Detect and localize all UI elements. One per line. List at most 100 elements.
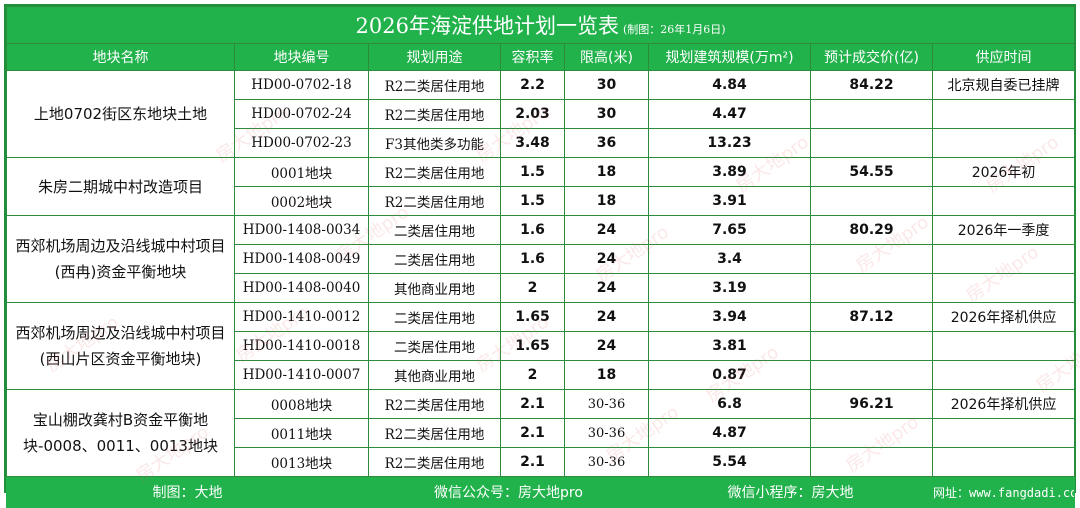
planned-use-cell: R2二类居住用地 [368, 418, 501, 448]
plot-code-cell: HD00-1408-0034 [234, 215, 369, 245]
far-cell: 2.1 [500, 389, 565, 419]
table-row: HD00-0702-23 F3其他类多功能 3.48 36 13.23 [7, 128, 1076, 158]
supply-time-cell: 2026年一季度 [931, 215, 1076, 245]
plot-name-cell: 宝山棚改龚村B资金平衡地块-0008、0011、0013地块 [6, 389, 235, 477]
expected-price-cell-empty [810, 244, 933, 274]
expected-price-cell-empty [810, 128, 933, 158]
plot-code-cell: HD00-0702-18 [234, 70, 369, 100]
far-cell: 2.1 [500, 418, 565, 448]
table-row: HD00-0702-24 R2二类居住用地 2.03 30 4.47 [7, 99, 1076, 129]
header-supply-time: 供应时间 [931, 43, 1076, 71]
building-scale-cell: 3.94 [648, 302, 811, 332]
far-cell: 1.5 [500, 157, 565, 187]
height-limit-cell: 30-36 [564, 389, 649, 419]
building-scale-cell: 3.19 [648, 273, 811, 303]
building-scale-cell: 3.91 [648, 186, 811, 216]
expected-price-cell: 87.12 [810, 302, 933, 332]
table-body: 上地0702街区东地块土地 HD00-0702-18 R2二类居住用地 2.2 30 4.… [6, 70, 1076, 477]
height-limit-cell: 30 [564, 99, 649, 129]
title-main: 2026年海淀供地计划一览表 [355, 14, 619, 38]
table-row: 西郊机场周边及沿线城中村项目(西山片区资金平衡地块) HD00-1410-0012… [6, 302, 1076, 390]
table-row: 朱房二期城中村改造项目 0001地块 R2二类居住用地 1.5 18 3.89 54.55 2… [6, 157, 1076, 216]
plot-code-cell: 0008地块 [234, 389, 369, 419]
table-row: 宝山棚改龚村B资金平衡地块-0008、0011、0013地块 0008地块 R2二类… [6, 389, 1076, 477]
supply-time-cell [931, 99, 1076, 129]
expected-price-cell: 80.29 [810, 215, 933, 245]
plot-name-cell: 上地0702街区东地块土地 [6, 70, 235, 158]
land-supply-table-frame: 2026年海淀供地计划一览表 (制图：26年1月6日) 地块名称 地块编号 规划用… [4, 4, 1076, 508]
planned-use-cell: R2二类居住用地 [368, 389, 501, 419]
plot-code-cell: HD00-0702-23 [234, 128, 369, 158]
plot-name-cell: 朱房二期城中村改造项目 [6, 157, 235, 216]
far-cell: 1.6 [500, 215, 565, 245]
expected-price-cell-empty [810, 186, 933, 216]
planned-use-cell: R2二类居住用地 [368, 99, 501, 129]
planned-use-cell: R2二类居住用地 [368, 157, 501, 187]
building-scale-cell: 4.47 [648, 99, 811, 129]
table-row: 上地0702街区东地块土地 HD00-0702-18 R2二类居住用地 2.2 30 4.… [6, 70, 1076, 158]
footer-row: 制图：大地 微信公众号：房大地pro 微信小程序：房大地 网址：www.fang… [6, 476, 1076, 508]
plot-code-cell: HD00-1410-0012 [234, 302, 369, 332]
far-cell: 2.2 [500, 70, 565, 100]
far-cell: 2.03 [500, 99, 565, 129]
supply-time-cell [931, 447, 1076, 477]
height-limit-cell: 18 [564, 186, 649, 216]
plot-code-cell: HD00-1408-0040 [234, 273, 369, 303]
planned-use-cell: 二类居住用地 [368, 244, 501, 274]
plot-name-cell: 西郊机场周边及沿线城中村项目(西冉)资金平衡地块 [6, 215, 235, 303]
height-limit-cell: 36 [564, 128, 649, 158]
far-cell: 2 [500, 360, 565, 390]
plot-code-cell: 0001地块 [234, 157, 369, 187]
far-cell: 1.6 [500, 244, 565, 274]
plot-code-cell: 0011地块 [234, 418, 369, 448]
plot-code-cell: HD00-1410-0018 [234, 331, 369, 361]
planned-use-cell: 二类居住用地 [368, 331, 501, 361]
height-limit-cell: 18 [564, 360, 649, 390]
header-building-scale: 规划建筑规模(万m²) [648, 43, 811, 71]
supply-time-cell [931, 186, 1076, 216]
height-limit-cell: 24 [564, 331, 649, 361]
supply-time-cell [931, 128, 1076, 158]
height-limit-cell: 30-36 [564, 447, 649, 477]
planned-use-cell: R2二类居住用地 [368, 70, 501, 100]
height-limit-cell: 24 [564, 302, 649, 332]
expected-price-cell-empty [810, 99, 933, 129]
far-cell: 2 [500, 273, 565, 303]
planned-use-cell: F3其他类多功能 [368, 128, 501, 158]
plot-name-cell: 西郊机场周边及沿线城中村项目(西山片区资金平衡地块) [6, 302, 235, 390]
planned-use-cell: 其他商业用地 [368, 360, 501, 390]
header-plot-name: 地块名称 [6, 43, 235, 71]
planned-use-cell: 二类居住用地 [368, 302, 501, 332]
supply-time-cell [931, 331, 1076, 361]
plot-code-cell: 0002地块 [234, 186, 369, 216]
far-cell: 2.1 [500, 447, 565, 477]
footer-website: 网址：www.fangdadi.com [931, 476, 1076, 508]
building-scale-cell: 4.87 [648, 418, 811, 448]
building-scale-cell: 5.54 [648, 447, 811, 477]
header-height-limit: 限高(米) [564, 43, 649, 71]
footer-wechat: 微信公众号：房大地pro [368, 476, 649, 508]
building-scale-cell: 3.4 [648, 244, 811, 274]
footer-author: 制图：大地 [6, 476, 369, 508]
height-limit-cell: 24 [564, 215, 649, 245]
plot-code-cell: HD00-0702-24 [234, 99, 369, 129]
planned-use-cell: 二类居住用地 [368, 215, 501, 245]
footer-miniprogram: 微信小程序：房大地 [648, 476, 933, 508]
expected-price-cell-empty [810, 331, 933, 361]
supply-time-cell [931, 273, 1076, 303]
header-plot-code: 地块编号 [234, 43, 369, 71]
height-limit-cell: 18 [564, 157, 649, 187]
expected-price-cell-empty [810, 447, 933, 477]
building-scale-cell: 7.65 [648, 215, 811, 245]
plot-code-cell: HD00-1408-0049 [234, 244, 369, 274]
building-scale-cell: 4.84 [648, 70, 811, 100]
header-far: 容积率 [500, 43, 565, 71]
expected-price-cell: 96.21 [810, 389, 933, 419]
far-cell: 1.65 [500, 331, 565, 361]
title-row: 2026年海淀供地计划一览表 (制图：26年1月6日) [5, 6, 1076, 44]
plot-code-cell: HD00-1410-0007 [234, 360, 369, 390]
building-scale-cell: 3.81 [648, 331, 811, 361]
expected-price-cell: 54.55 [810, 157, 933, 187]
expected-price-cell: 84.22 [810, 70, 933, 100]
supply-time-cell [931, 360, 1076, 390]
